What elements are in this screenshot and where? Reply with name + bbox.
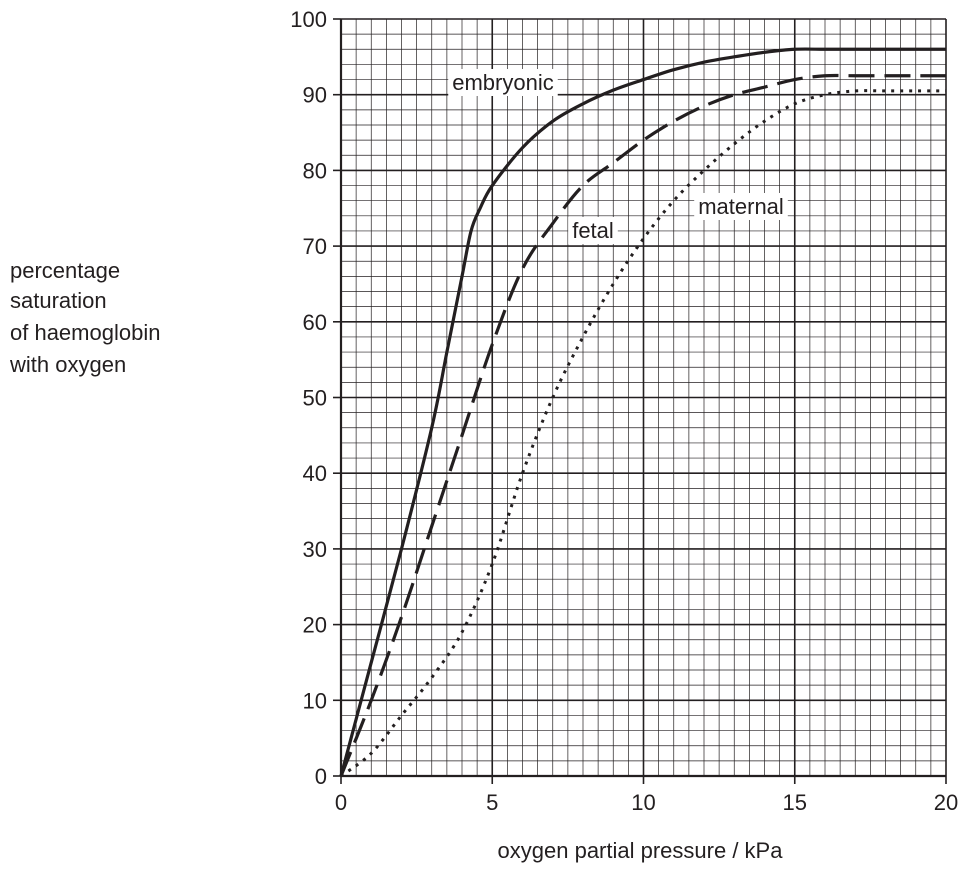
y-tick-label: 30 bbox=[303, 537, 327, 562]
curve-label-background bbox=[448, 69, 558, 96]
y-tick-label: 70 bbox=[303, 234, 327, 259]
x-tick-label: 10 bbox=[631, 790, 655, 815]
y-axis-title-line: saturation bbox=[10, 288, 107, 313]
tick-labels: 0 10 20 30 40 50 60 70 80 90 100 0 5 10 15 20 bbox=[290, 7, 958, 815]
curves bbox=[339, 47, 946, 778]
curve-label-fetal: fetal bbox=[568, 217, 618, 244]
y-axis-title-line: percentage bbox=[10, 258, 120, 283]
y-tick-label: 80 bbox=[303, 158, 327, 183]
series-line-fetal bbox=[339, 73, 946, 777]
curve-label-background bbox=[694, 193, 788, 220]
y-axis-title: percentage saturation of haemoglobin wit… bbox=[9, 258, 160, 377]
x-tick-label: 5 bbox=[486, 790, 498, 815]
x-tick-label: 0 bbox=[335, 790, 347, 815]
y-tick-label: 20 bbox=[303, 613, 327, 638]
y-tick-label: 100 bbox=[290, 7, 327, 32]
y-axis-title-line: of haemoglobin bbox=[10, 320, 160, 345]
curve-label-text: maternal bbox=[698, 194, 784, 219]
y-tick-label: 10 bbox=[303, 688, 327, 713]
y-tick-label: 40 bbox=[303, 461, 327, 486]
curve-label-background bbox=[568, 217, 618, 244]
x-axis-title: oxygen partial pressure / kPa bbox=[498, 838, 784, 863]
curve-labels: embryonic fetal maternal bbox=[448, 69, 788, 244]
y-tick-label: 90 bbox=[303, 83, 327, 108]
curve-label-text: embryonic bbox=[452, 70, 553, 95]
curve-label-text: fetal bbox=[572, 218, 614, 243]
series-line-embryonic bbox=[339, 47, 946, 777]
y-tick-label: 60 bbox=[303, 310, 327, 335]
x-tick-label: 15 bbox=[783, 790, 807, 815]
grid bbox=[333, 18, 947, 784]
curve-label-maternal: maternal bbox=[694, 193, 788, 220]
y-tick-label: 50 bbox=[303, 386, 327, 411]
x-tick-label: 20 bbox=[934, 790, 958, 815]
y-axis-title-line: with oxygen bbox=[9, 352, 126, 377]
y-tick-label: 0 bbox=[315, 764, 327, 789]
curve-label-embryonic: embryonic bbox=[448, 69, 558, 96]
